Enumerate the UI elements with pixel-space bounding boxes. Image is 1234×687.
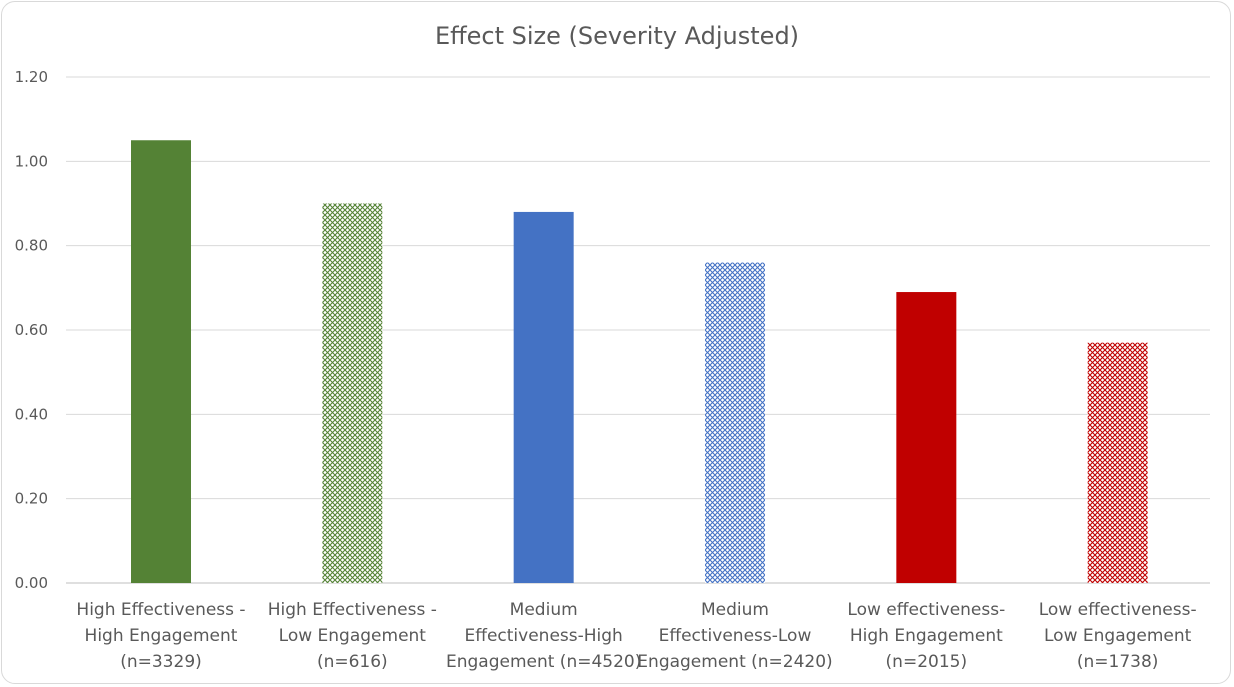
gridlines (66, 76, 1210, 584)
x-axis-labels: High Effectiveness -High Engagement (n=33… (76, 600, 1196, 672)
y-axis-ticks: 0.00 0.20 0.40 0.60 0.80 1.00 1.20 (15, 68, 48, 592)
bar (705, 262, 765, 583)
y-tick-label: 0.60 (15, 321, 48, 339)
y-tick-label: 0.80 (15, 237, 48, 255)
x-category-label: Low effectiveness-Low Engagement (n=1738) (1039, 600, 1197, 672)
bar (1087, 342, 1148, 583)
x-category-label: Low effectiveness-High Engagement (n=2015… (847, 600, 1005, 672)
chart-title: Effect Size (Severity Adjusted) (435, 22, 799, 50)
bar (896, 292, 957, 583)
bar (131, 140, 191, 583)
x-category-label: Medium Effectiveness-Low Engagement (n=242… (637, 600, 832, 672)
y-tick-label: 1.00 (15, 152, 48, 170)
y-tick-label: 0.20 (15, 490, 48, 508)
bar (513, 211, 574, 583)
bars (131, 140, 1148, 583)
y-tick-label: 1.20 (15, 68, 48, 86)
x-category-label: High Effectiveness -High Engagement (n=33… (76, 600, 245, 672)
bar (322, 203, 383, 583)
x-category-label: Medium Effectiveness-High Engagement (n=45… (446, 600, 641, 672)
y-tick-label: 0.00 (15, 574, 48, 592)
y-tick-label: 0.40 (15, 405, 48, 423)
x-category-label: High Effectiveness -Low Engagement (n=616… (268, 600, 437, 672)
